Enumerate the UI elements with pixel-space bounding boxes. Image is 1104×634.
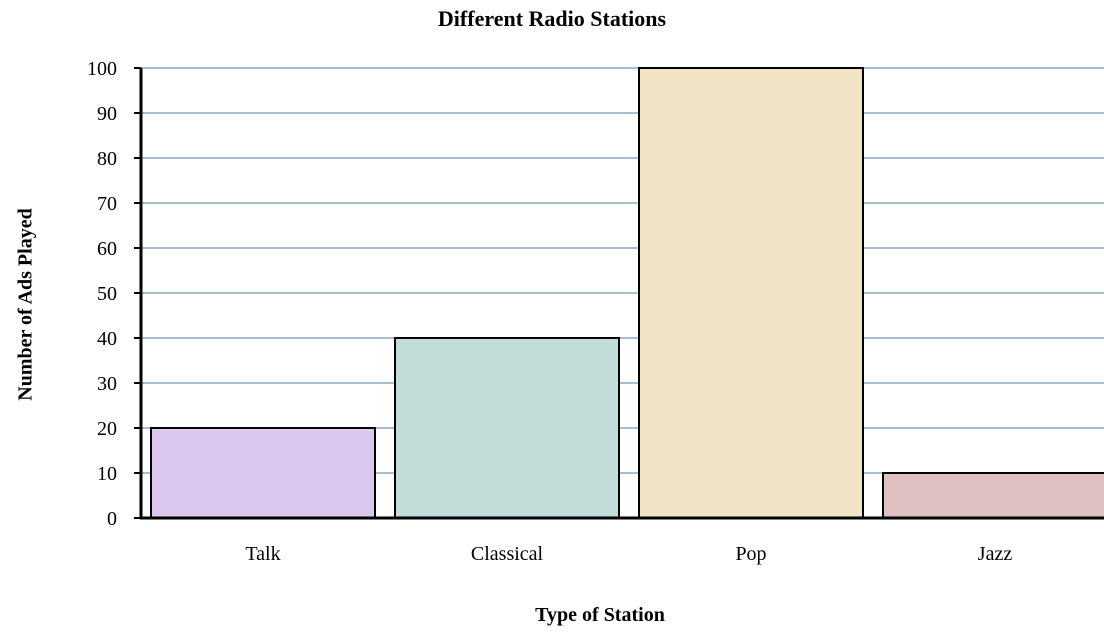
y-tick-labels: 0 10 20 30 40 50 60 70 80 90 100 (87, 58, 117, 530)
axes (134, 67, 1104, 520)
y-tick-label: 50 (97, 283, 117, 305)
x-tick-label: Talk (245, 543, 280, 565)
y-tick-label: 20 (97, 418, 117, 440)
y-tick-label: 10 (97, 463, 117, 485)
gridlines (141, 67, 1104, 474)
y-tick-label: 70 (97, 193, 117, 215)
y-tick-label: 0 (107, 508, 117, 530)
y-tick-label: 60 (97, 238, 117, 260)
bars (150, 67, 1104, 519)
bar (150, 427, 376, 519)
x-tick-label: Pop (735, 543, 766, 565)
bar (882, 472, 1104, 519)
x-axis-label: Type of Station (535, 604, 665, 626)
chart-title: Different Radio Stations (437, 6, 667, 31)
x-tick-label: Classical (471, 543, 544, 565)
x-tick-labels: Talk Classical Pop Jazz (245, 543, 1012, 565)
x-tick-label: Jazz (978, 543, 1013, 565)
y-tick-label: 40 (97, 328, 117, 350)
y-tick-label: 80 (97, 148, 117, 170)
y-tick-label: 90 (97, 103, 117, 125)
y-tick-label: 30 (97, 373, 117, 395)
bar (394, 337, 620, 519)
y-tick-label: 100 (87, 58, 117, 80)
bar (638, 67, 864, 519)
